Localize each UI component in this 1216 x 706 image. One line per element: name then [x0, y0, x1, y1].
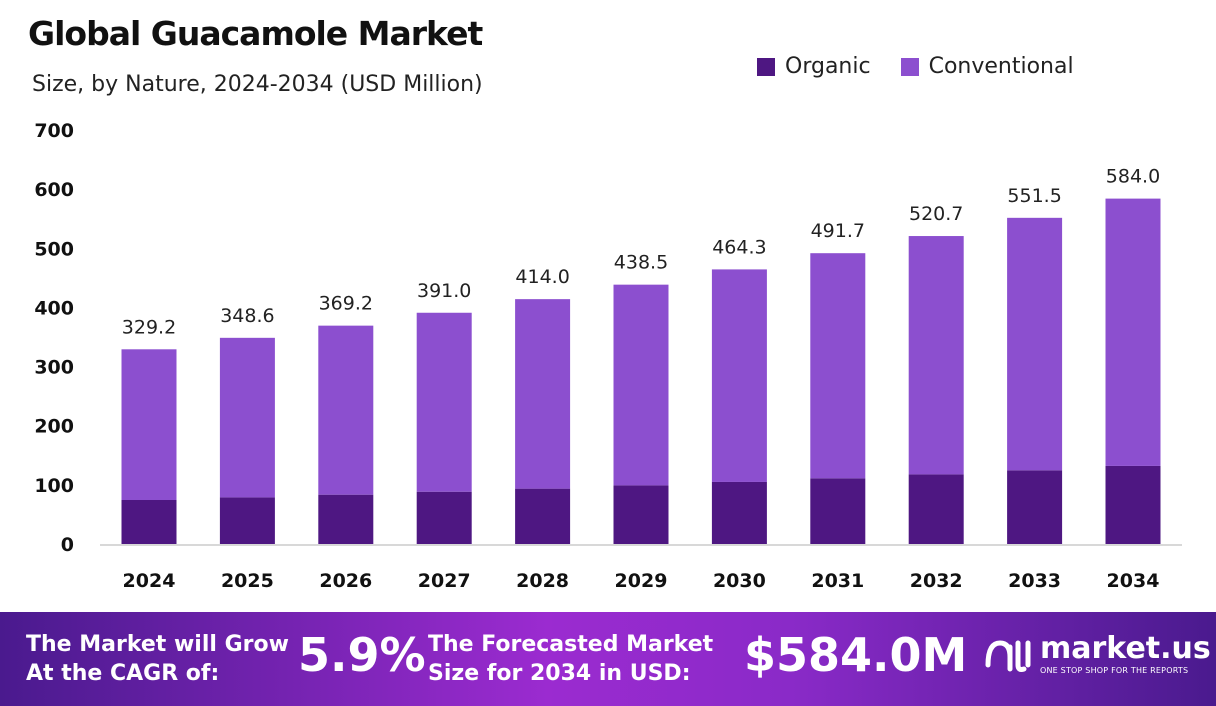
y-tick-label: 300 — [34, 357, 74, 379]
total-label-2027: 391.0 — [417, 280, 471, 302]
x-tick-label-2027: 2027 — [418, 570, 471, 592]
forecast-label-line1: The Forecasted Market — [428, 632, 714, 657]
bar-conventional-2025 — [219, 337, 275, 498]
x-tick-label-2025: 2025 — [221, 570, 274, 592]
y-tick-label: 400 — [34, 297, 74, 319]
bar-chart: 0 100 200 300 400 500 600 700 329.2 2024 348.6 2025… — [34, 120, 1182, 592]
bar-organic-2025 — [219, 497, 275, 544]
bar-conventional-2024 — [121, 349, 177, 500]
chart-subtitle: Size, by Nature, 2024-2034 (USD Million) — [32, 72, 483, 97]
x-tick-label-2031: 2031 — [811, 570, 864, 592]
bar-organic-2034 — [1105, 465, 1161, 544]
y-tick-label: 700 — [34, 120, 74, 142]
cagr-value: 5.9% — [298, 628, 426, 682]
y-tick-label: 500 — [34, 238, 74, 260]
cagr-label-line2: At the CAGR of: — [26, 661, 220, 686]
logo-tagline: ONE STOP SHOP FOR THE REPORTS — [1040, 666, 1189, 675]
bar-organic-2030 — [711, 481, 767, 544]
chart-title: Global Guacamole Market — [28, 14, 483, 53]
legend-item-conventional: Conventional — [900, 54, 1074, 79]
total-label-2033: 551.5 — [1007, 185, 1061, 207]
cagr-label: The Market will Grow At the CAGR of: — [26, 630, 289, 688]
total-label-2030: 464.3 — [712, 236, 766, 258]
legend: Organic Conventional — [757, 54, 1074, 79]
forecast-value: $584.0M — [744, 628, 968, 682]
bar-organic-2028 — [515, 488, 571, 544]
x-tick-label-2030: 2030 — [713, 570, 766, 592]
logo-icon — [985, 640, 1031, 672]
bar-conventional-2033 — [1007, 217, 1063, 471]
legend-label-conventional: Conventional — [928, 54, 1074, 79]
bar-conventional-2028 — [515, 299, 571, 489]
x-tick-label-2034: 2034 — [1107, 570, 1160, 592]
bar-conventional-2029 — [613, 284, 669, 486]
legend-item-organic: Organic — [757, 54, 871, 79]
total-label-2028: 414.0 — [515, 266, 569, 288]
bar-organic-2033 — [1007, 470, 1063, 544]
bar-organic-2024 — [121, 499, 177, 544]
bar-conventional-2032 — [908, 236, 964, 475]
bar-conventional-2030 — [711, 269, 767, 482]
x-tick-label-2033: 2033 — [1008, 570, 1061, 592]
bar-organic-2031 — [810, 478, 866, 544]
forecast-label-line2: Size for 2034 in USD: — [428, 661, 691, 686]
legend-label-organic: Organic — [785, 54, 871, 79]
forecast-label: The Forecasted Market Size for 2034 in US… — [428, 630, 713, 688]
total-label-2029: 438.5 — [614, 252, 668, 274]
bar-organic-2027 — [416, 491, 472, 544]
total-label-2031: 491.7 — [811, 220, 865, 242]
x-tick-label-2024: 2024 — [123, 570, 176, 592]
y-tick-label: 100 — [34, 475, 74, 497]
legend-swatch-conventional — [900, 57, 919, 76]
total-label-2026: 369.2 — [319, 293, 373, 315]
bar-organic-2032 — [908, 474, 964, 544]
x-tick-label-2026: 2026 — [319, 570, 372, 592]
summary-banner: The Market will Grow At the CAGR of: 5.9%… — [0, 612, 1216, 706]
y-tick-label: 0 — [61, 534, 74, 556]
logo-name: market.us — [1040, 631, 1211, 666]
market-us-logo: market.us ONE STOP SHOP FOR THE REPORTS — [984, 634, 1211, 676]
x-tick-label-2032: 2032 — [910, 570, 963, 592]
legend-swatch-organic — [757, 57, 775, 76]
cagr-label-line1: The Market will Grow — [26, 632, 289, 657]
total-label-2024: 329.2 — [122, 316, 176, 338]
total-label-2025: 348.6 — [220, 305, 274, 327]
bar-organic-2029 — [613, 485, 669, 544]
bar-conventional-2027 — [416, 312, 472, 492]
x-tick-label-2028: 2028 — [516, 570, 569, 592]
total-label-2034: 584.0 — [1106, 166, 1160, 188]
bar-conventional-2034 — [1105, 198, 1161, 466]
bar-conventional-2026 — [318, 325, 374, 495]
x-tick-label-2029: 2029 — [615, 570, 668, 592]
bar-organic-2026 — [318, 494, 374, 544]
y-tick-label: 200 — [34, 416, 74, 438]
bar-conventional-2031 — [810, 253, 866, 479]
total-label-2032: 520.7 — [909, 203, 963, 225]
y-tick-label: 600 — [34, 179, 74, 201]
